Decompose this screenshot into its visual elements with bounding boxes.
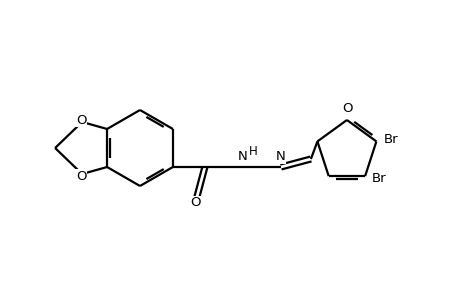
Text: O: O [190,196,201,209]
Text: O: O [342,102,353,115]
Text: H: H [248,145,257,158]
Text: O: O [76,113,86,127]
Text: Br: Br [382,133,397,146]
Text: O: O [76,169,86,182]
Text: N: N [275,150,285,163]
Text: N: N [237,150,247,163]
Text: Br: Br [371,172,386,184]
